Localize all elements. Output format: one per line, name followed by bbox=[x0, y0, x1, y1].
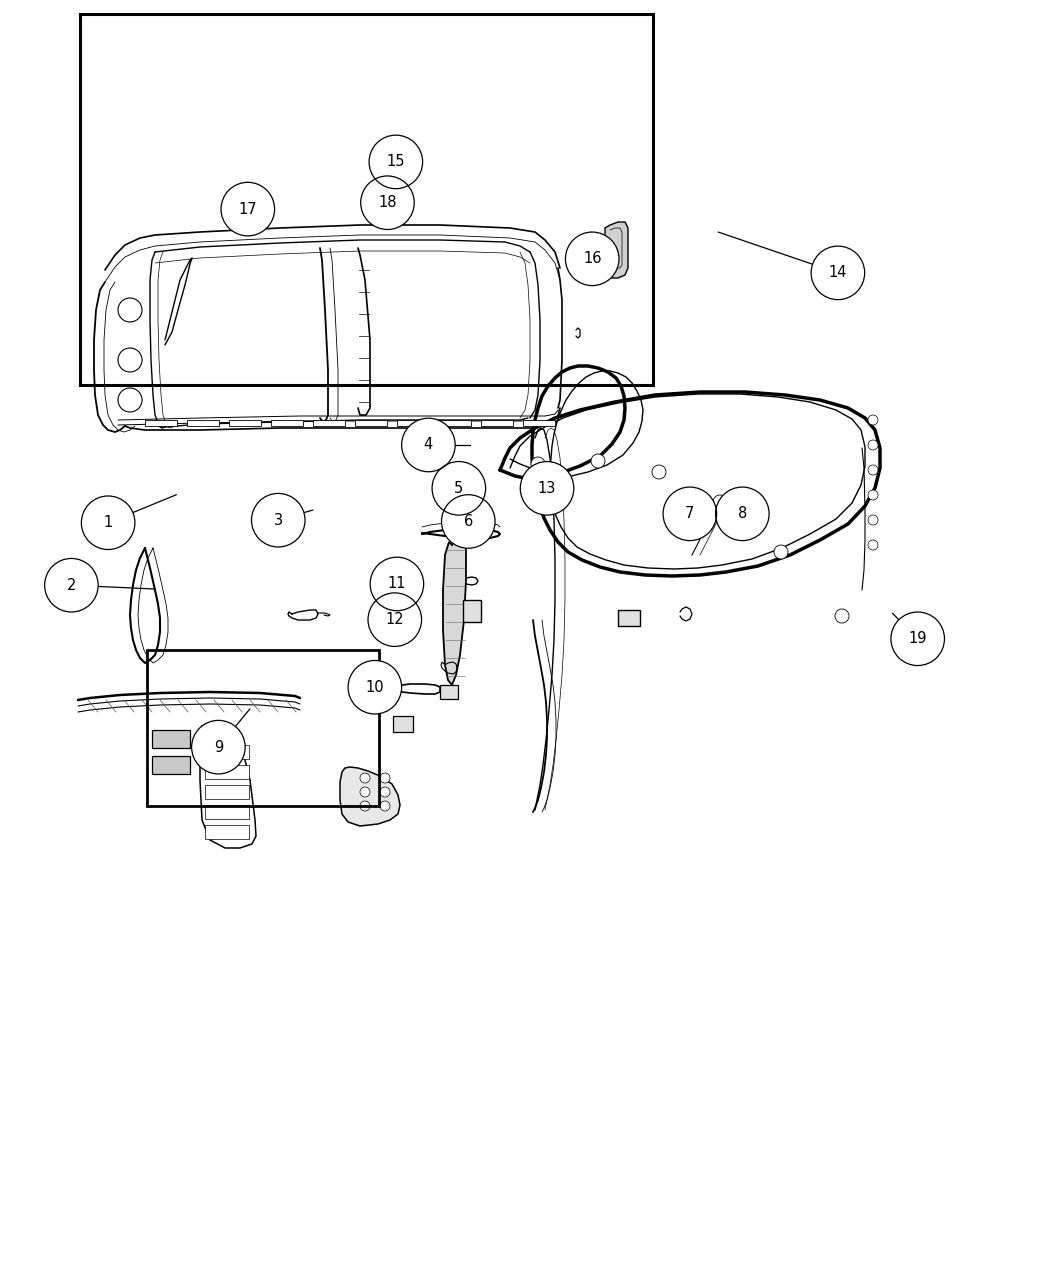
Ellipse shape bbox=[118, 348, 142, 372]
Ellipse shape bbox=[252, 493, 304, 547]
Text: 12: 12 bbox=[385, 612, 404, 627]
Text: 5: 5 bbox=[455, 481, 463, 496]
Bar bbox=[313, 419, 345, 426]
Bar bbox=[152, 756, 190, 774]
Ellipse shape bbox=[868, 515, 878, 525]
Text: 8: 8 bbox=[738, 506, 747, 521]
Ellipse shape bbox=[370, 135, 422, 189]
Text: 10: 10 bbox=[365, 680, 384, 695]
Ellipse shape bbox=[835, 609, 849, 623]
Ellipse shape bbox=[531, 456, 545, 470]
Bar bbox=[187, 419, 219, 426]
Ellipse shape bbox=[774, 544, 788, 558]
Bar bbox=[523, 419, 555, 426]
Ellipse shape bbox=[812, 246, 865, 300]
Polygon shape bbox=[605, 222, 628, 278]
Ellipse shape bbox=[868, 465, 878, 476]
Ellipse shape bbox=[664, 487, 716, 541]
Bar bbox=[229, 419, 261, 426]
Ellipse shape bbox=[868, 440, 878, 450]
Ellipse shape bbox=[220, 182, 275, 236]
Bar bbox=[440, 685, 458, 699]
Text: 9: 9 bbox=[214, 740, 223, 755]
Ellipse shape bbox=[380, 801, 390, 811]
Ellipse shape bbox=[868, 541, 878, 550]
Ellipse shape bbox=[361, 176, 414, 230]
Ellipse shape bbox=[890, 612, 945, 666]
Polygon shape bbox=[443, 536, 466, 685]
Ellipse shape bbox=[521, 462, 574, 515]
Ellipse shape bbox=[868, 490, 878, 500]
Ellipse shape bbox=[565, 232, 618, 286]
Bar bbox=[205, 785, 249, 799]
Bar bbox=[152, 731, 190, 748]
Ellipse shape bbox=[191, 720, 245, 774]
Text: 17: 17 bbox=[238, 201, 257, 217]
Bar bbox=[393, 717, 413, 732]
Ellipse shape bbox=[652, 465, 666, 479]
Bar bbox=[439, 419, 471, 426]
Ellipse shape bbox=[44, 558, 99, 612]
Ellipse shape bbox=[715, 487, 769, 541]
Ellipse shape bbox=[713, 495, 727, 509]
Bar bbox=[145, 419, 177, 426]
Text: 19: 19 bbox=[908, 631, 927, 646]
Text: 1: 1 bbox=[104, 515, 112, 530]
Text: 7: 7 bbox=[686, 506, 694, 521]
Bar bbox=[80, 14, 653, 385]
Ellipse shape bbox=[380, 787, 390, 797]
Bar bbox=[355, 419, 387, 426]
Ellipse shape bbox=[118, 388, 142, 412]
Ellipse shape bbox=[360, 787, 370, 797]
Bar bbox=[147, 650, 379, 806]
Ellipse shape bbox=[81, 496, 134, 550]
Bar bbox=[397, 419, 429, 426]
Text: 6: 6 bbox=[464, 514, 473, 529]
Ellipse shape bbox=[380, 773, 390, 783]
Text: 14: 14 bbox=[828, 265, 847, 280]
Ellipse shape bbox=[442, 495, 496, 548]
Ellipse shape bbox=[433, 462, 485, 515]
Text: 3: 3 bbox=[274, 513, 282, 528]
Ellipse shape bbox=[868, 414, 878, 425]
Ellipse shape bbox=[401, 418, 455, 472]
Bar bbox=[205, 765, 249, 779]
Ellipse shape bbox=[348, 660, 401, 714]
Text: 15: 15 bbox=[386, 154, 405, 170]
Text: 2: 2 bbox=[67, 578, 76, 593]
Bar bbox=[271, 419, 303, 426]
Bar bbox=[205, 805, 249, 819]
Text: 4: 4 bbox=[424, 437, 433, 453]
Ellipse shape bbox=[370, 557, 423, 611]
Ellipse shape bbox=[369, 593, 422, 646]
Text: 18: 18 bbox=[378, 195, 397, 210]
Ellipse shape bbox=[591, 454, 605, 468]
Bar bbox=[618, 609, 640, 626]
Bar bbox=[481, 419, 513, 426]
Polygon shape bbox=[340, 768, 400, 826]
Ellipse shape bbox=[118, 298, 142, 323]
Ellipse shape bbox=[360, 801, 370, 811]
Text: 11: 11 bbox=[387, 576, 406, 592]
Ellipse shape bbox=[360, 773, 370, 783]
Bar bbox=[463, 601, 481, 622]
Text: 16: 16 bbox=[583, 251, 602, 266]
Text: 13: 13 bbox=[538, 481, 556, 496]
Bar bbox=[205, 745, 249, 759]
Bar bbox=[205, 825, 249, 839]
